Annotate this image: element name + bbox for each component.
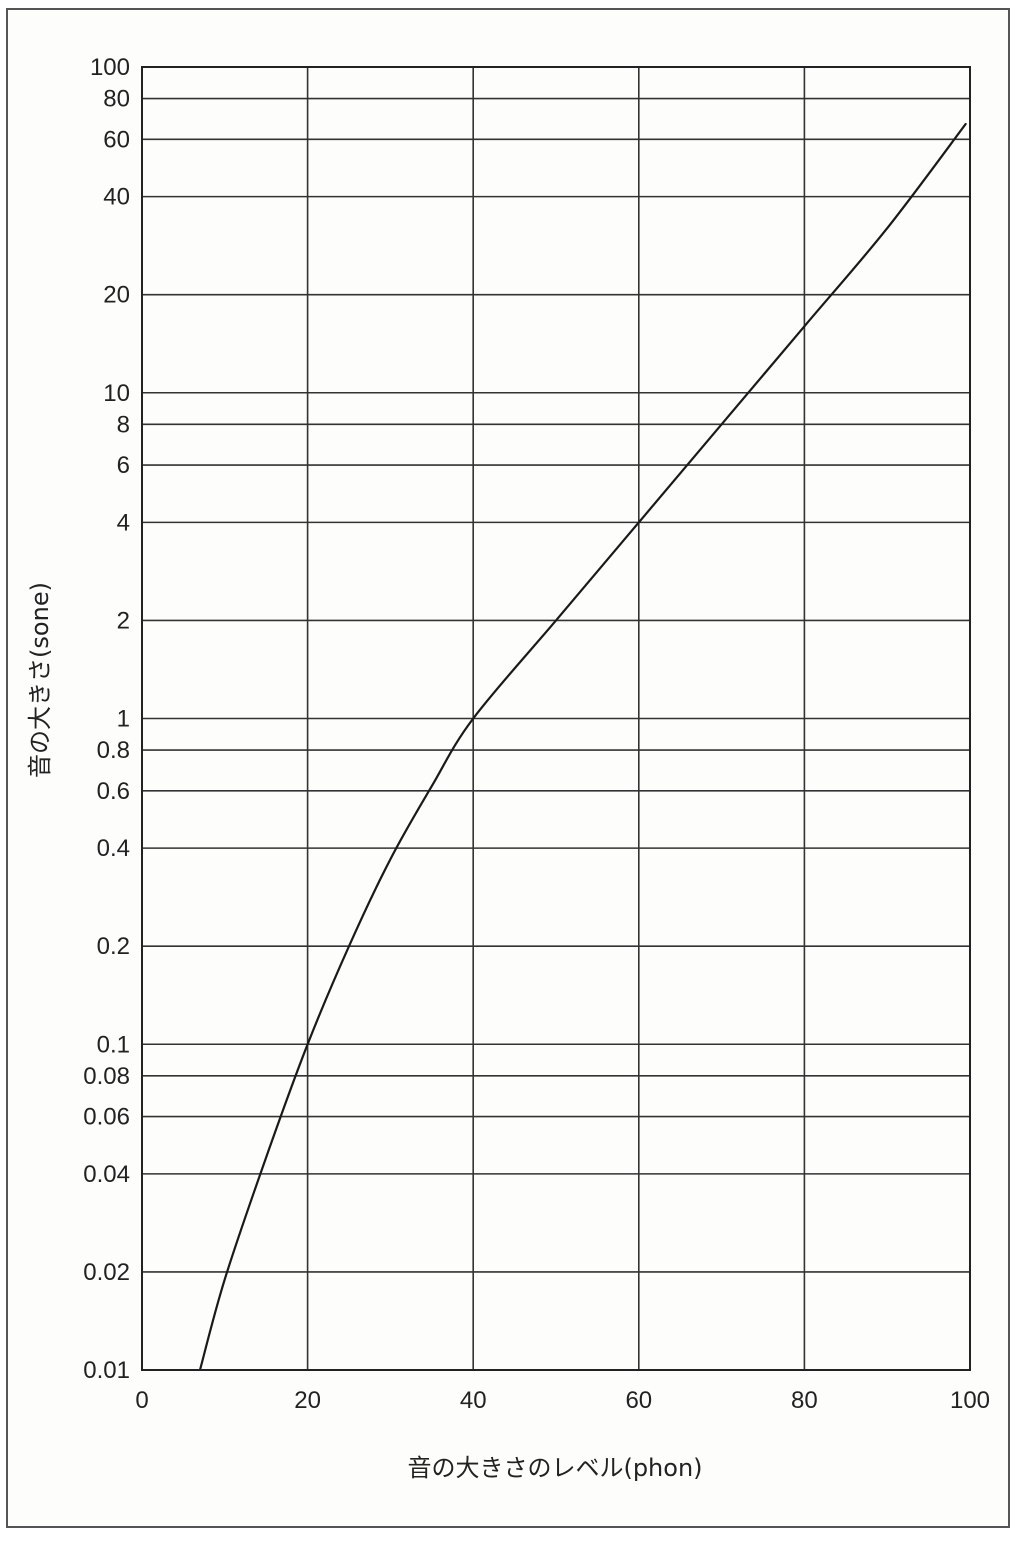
grid-lines: [141, 66, 971, 1371]
x-tick-label: 0: [135, 1387, 148, 1414]
y-tick-label: 20: [103, 282, 130, 309]
y-tick-label: 0.06: [83, 1104, 130, 1131]
data-point: [431, 785, 433, 787]
data-point: [389, 858, 392, 860]
y-tick-label: 1: [117, 706, 130, 733]
y-tick-label: 0.6: [97, 778, 130, 805]
y-tick-labels: 0.01 0.02 0.04 0.06 0.08 0.1 0.2 0.4 0.6 0.8 1 2 4 6 8…: [83, 54, 130, 1384]
data-point: [720, 423, 723, 426]
data-point: [306, 1043, 309, 1046]
data-point: [555, 619, 557, 622]
y-tick-label: 0.04: [83, 1161, 130, 1188]
x-tick-label: 100: [950, 1387, 990, 1414]
chart-frame: [6, 8, 1010, 1528]
y-tick-label: 0.01: [83, 1357, 130, 1384]
y-tick-label: 8: [117, 411, 130, 438]
data-point: [472, 717, 475, 720]
series-group: [198, 122, 967, 1371]
y-tick-label: 4: [117, 509, 130, 536]
x-tick-labels: 0 20 40 60 80 100: [135, 1387, 990, 1414]
x-tick-label: 20: [294, 1387, 321, 1414]
y-axis-title: 音の大きさ(sone): [26, 582, 54, 778]
y-tick-label: 2: [117, 607, 130, 634]
y-tick-label: 80: [103, 86, 130, 113]
plot-border: [141, 66, 971, 1371]
y-tick-label: 100: [90, 54, 130, 81]
x-tick-label: 80: [791, 1387, 818, 1414]
data-point: [638, 521, 640, 524]
y-tick-label: 10: [103, 380, 130, 407]
y-tick-label: 60: [103, 126, 130, 153]
y-tick-label: 0.02: [83, 1259, 130, 1286]
y-tick-label: 40: [103, 184, 130, 211]
data-point: [265, 1156, 268, 1159]
data-point: [348, 945, 350, 947]
data-point: [886, 227, 888, 229]
y-tick-label: 0.1: [97, 1031, 130, 1058]
y-tick-label: 0.08: [83, 1063, 130, 1090]
y-tick-label: 0.4: [97, 835, 130, 862]
data-point: [965, 122, 967, 125]
x-axis-title: 音の大きさのレベル(phon): [407, 1454, 702, 1482]
loudness-curve: [198, 123, 967, 1371]
y-tick-label: 6: [117, 452, 130, 479]
x-tick-label: 60: [625, 1387, 652, 1414]
data-point: [803, 325, 806, 328]
y-tick-label: 0.2: [97, 933, 130, 960]
y-tick-label: 0.8: [97, 737, 130, 764]
x-tick-label: 40: [460, 1387, 487, 1414]
data-point: [224, 1278, 226, 1280]
